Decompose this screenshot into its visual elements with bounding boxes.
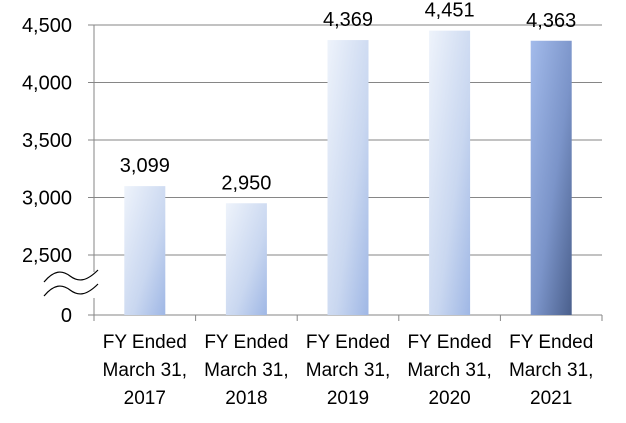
x-category-label: 2019 <box>327 388 369 409</box>
x-category-label: FY Ended <box>204 332 288 353</box>
axes <box>40 24 603 321</box>
y-tick-label: 3,500 <box>22 130 72 152</box>
x-category-label: 2020 <box>428 388 470 409</box>
x-category-label: FY Ended <box>103 332 187 353</box>
x-category-label: FY Ended <box>509 332 593 353</box>
bar <box>225 203 267 315</box>
x-category-label: 2017 <box>124 388 166 409</box>
x-category-label: March 31, <box>407 360 491 381</box>
x-category-label: FY Ended <box>306 332 390 353</box>
data-label: 4,363 <box>526 10 576 32</box>
bars <box>124 30 572 315</box>
x-category-label: 2021 <box>530 388 572 409</box>
y-tick-label-zero: 0 <box>61 305 72 327</box>
x-category-label: FY Ended <box>408 332 492 353</box>
data-label: 2,950 <box>221 172 271 194</box>
bar <box>327 40 369 315</box>
x-category-label: March 31, <box>509 360 593 381</box>
y-tick-label: 4,000 <box>22 73 72 95</box>
x-category-label: March 31, <box>306 360 390 381</box>
axis-break-icon <box>40 269 102 298</box>
x-category-label: 2018 <box>225 388 267 409</box>
bar <box>530 40 572 315</box>
bar <box>429 30 471 315</box>
x-category-label: March 31, <box>103 360 187 381</box>
y-tick-label: 4,500 <box>22 15 72 37</box>
y-tick-label: 2,500 <box>22 245 72 267</box>
data-label: 4,369 <box>323 9 373 31</box>
bar <box>124 186 166 315</box>
data-label: 4,451 <box>425 0 475 22</box>
x-category-label: March 31, <box>204 360 288 381</box>
labels: 2,500 3,000 3,500 4,000 4,500 0 3,099 FY Ended M… <box>22 0 594 409</box>
y-tick-label: 3,000 <box>22 188 72 210</box>
data-label: 3,099 <box>120 155 170 177</box>
